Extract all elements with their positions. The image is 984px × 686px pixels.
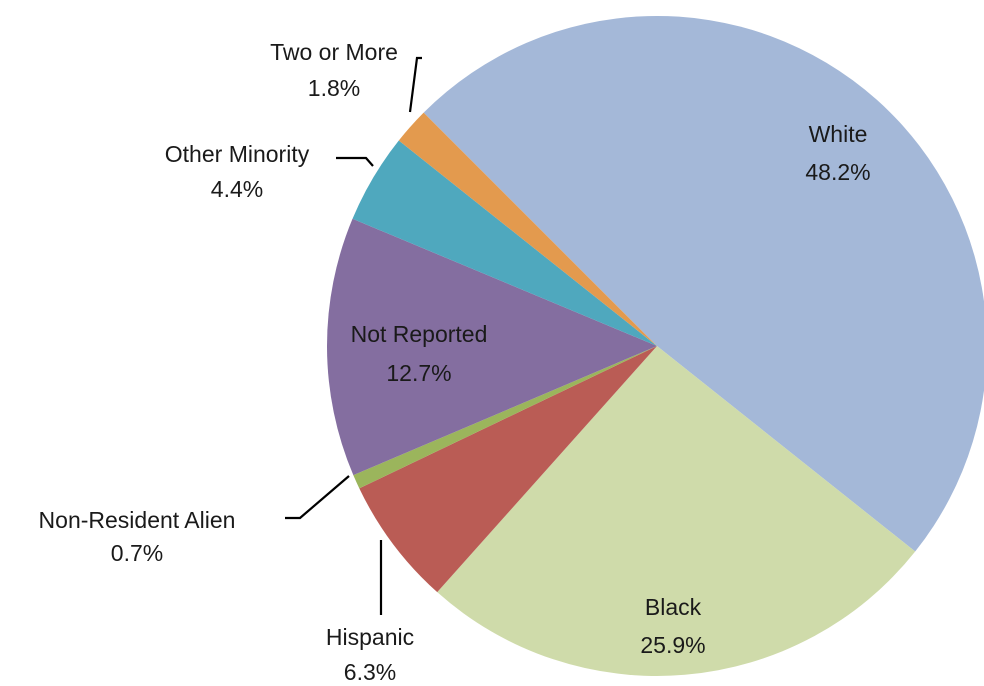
slice-label-non-resident-alien: Non-Resident Alien bbox=[39, 507, 236, 533]
label-black: Black 25.9% bbox=[640, 594, 705, 658]
pie-slices bbox=[327, 15, 984, 676]
label-non-resident-alien: Non-Resident Alien 0.7% bbox=[39, 507, 236, 566]
pie-slice-two-or-more bbox=[398, 112, 657, 347]
slice-label-black: Black bbox=[645, 594, 702, 620]
label-two-or-more: Two or More 1.8% bbox=[270, 39, 398, 101]
slice-value-not-reported: 12.7% bbox=[386, 360, 451, 386]
leader-line-non-resident-alien bbox=[285, 475, 350, 520]
leader-lines bbox=[285, 56, 422, 615]
data-labels: White 48.2% Black 25.9% Hispanic 6.3% No… bbox=[39, 39, 871, 685]
slice-label-white: White bbox=[809, 121, 868, 147]
leader-line-other-minority bbox=[336, 156, 374, 167]
pie-slice-other-minority bbox=[352, 140, 657, 346]
slice-value-other-minority: 4.4% bbox=[211, 176, 263, 202]
label-not-reported: Not Reported 12.7% bbox=[351, 321, 488, 386]
label-white: White 48.2% bbox=[805, 121, 870, 185]
slice-value-hispanic: 6.3% bbox=[344, 659, 396, 685]
slice-value-non-resident-alien: 0.7% bbox=[111, 540, 163, 566]
label-hispanic: Hispanic 6.3% bbox=[326, 624, 414, 685]
slice-label-not-reported: Not Reported bbox=[351, 321, 488, 347]
slice-label-hispanic: Hispanic bbox=[326, 624, 414, 650]
label-other-minority: Other Minority 4.4% bbox=[165, 141, 310, 202]
pie-slice-not-reported bbox=[327, 218, 657, 476]
pie-slice-non-resident-alien bbox=[353, 346, 657, 489]
pie-slice-hispanic bbox=[359, 346, 657, 593]
slice-label-two-or-more: Two or More bbox=[270, 39, 398, 65]
slice-value-two-or-more: 1.8% bbox=[308, 75, 360, 101]
pie-slice-white bbox=[423, 15, 984, 552]
leader-line-two-or-more bbox=[408, 56, 422, 113]
pie-slice-black bbox=[437, 346, 916, 676]
slice-value-white: 48.2% bbox=[805, 159, 870, 185]
slice-value-black: 25.9% bbox=[640, 632, 705, 658]
slice-label-other-minority: Other Minority bbox=[165, 141, 310, 167]
